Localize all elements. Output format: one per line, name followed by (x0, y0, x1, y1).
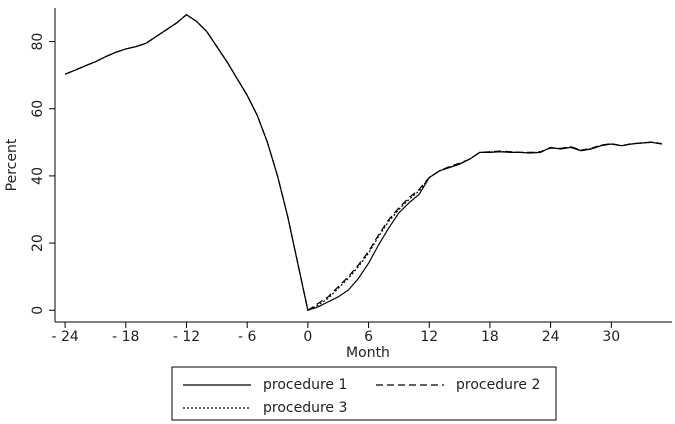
y-axis-label: Percent (4, 138, 20, 191)
x-tick-label: 0 (303, 329, 312, 345)
x-tick-label: 6 (364, 329, 373, 345)
series-line (64, 13, 662, 312)
y-tick-label: 40 (30, 167, 46, 185)
y-tick-label: 0 (30, 306, 46, 315)
x-tick-label: - 18 (112, 329, 139, 345)
legend-label: procedure 1 (263, 377, 347, 393)
x-tick-label: - 6 (238, 329, 257, 345)
series-line (64, 13, 662, 312)
x-tick-label: - 24 (51, 329, 78, 345)
legend-label: procedure 3 (263, 400, 347, 416)
x-axis-label: Month (346, 345, 390, 361)
y-tick-label: 20 (30, 234, 46, 252)
x-tick-label: 30 (602, 329, 620, 345)
x-tick-label: 12 (420, 329, 438, 345)
x-tick-label: - 12 (173, 329, 200, 345)
x-tick-label: 18 (481, 329, 499, 345)
y-tick-label: 80 (30, 33, 46, 51)
series-line (64, 13, 662, 312)
legend-box (171, 366, 557, 421)
legend-label: procedure 2 (456, 377, 540, 393)
x-tick-label: 24 (542, 329, 560, 345)
y-tick-label: 60 (30, 100, 46, 118)
